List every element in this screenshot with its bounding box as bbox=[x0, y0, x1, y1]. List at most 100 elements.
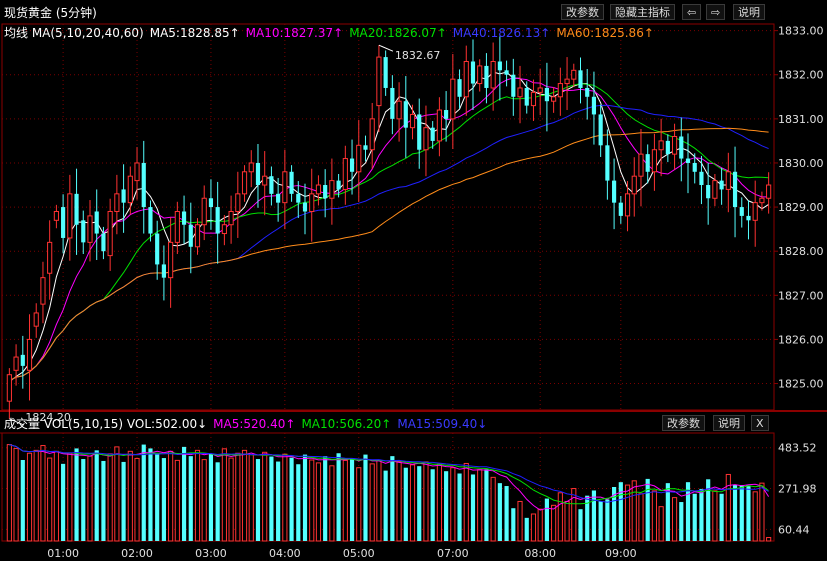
price-tick-label: 1826.00 bbox=[778, 333, 824, 346]
volume-bar-down bbox=[20, 460, 25, 541]
candle-down bbox=[269, 176, 274, 194]
volume-bar-down bbox=[215, 462, 220, 541]
price-tick-label: 1830.00 bbox=[778, 157, 824, 170]
candle-down bbox=[430, 127, 435, 141]
volume-bar-down bbox=[208, 453, 214, 541]
candle-down bbox=[591, 96, 597, 115]
price-tick-label: 1825.00 bbox=[778, 378, 824, 391]
volume-ma15-line bbox=[9, 444, 769, 503]
volume-bar-up bbox=[671, 497, 678, 542]
ma20-line bbox=[9, 83, 769, 382]
volume-bar-up bbox=[33, 449, 39, 542]
candle-up bbox=[67, 193, 73, 239]
volume-change-params-button[interactable]: 改参数 bbox=[662, 415, 705, 431]
candle-down bbox=[276, 193, 281, 203]
volume-bar-up bbox=[658, 506, 664, 542]
candle-up bbox=[564, 78, 570, 85]
vol-ma5-value: MA5:520.40↑ bbox=[213, 417, 296, 431]
volume-bar-up bbox=[477, 469, 483, 542]
candle-up bbox=[638, 153, 644, 177]
candle-down bbox=[679, 136, 684, 159]
arrow-right-icon[interactable]: ⇨ bbox=[706, 4, 726, 20]
candle-down bbox=[444, 110, 449, 119]
help-button[interactable]: 说明 bbox=[733, 4, 765, 20]
volume-bar-down bbox=[383, 470, 388, 541]
volume-bar-down bbox=[444, 471, 449, 541]
volume-bar-down bbox=[255, 459, 261, 541]
candle-up bbox=[174, 210, 180, 243]
candle-up bbox=[87, 215, 93, 243]
volume-bar-down bbox=[685, 482, 691, 541]
candles bbox=[6, 36, 772, 419]
volume-bar-down bbox=[665, 483, 670, 541]
volume-bar-up bbox=[423, 461, 429, 542]
volume-bar-up bbox=[309, 459, 315, 542]
volume-bar-up bbox=[87, 455, 93, 542]
candle-down bbox=[706, 185, 711, 199]
ma5-line bbox=[9, 71, 769, 383]
candle-up bbox=[47, 241, 53, 274]
candle-up bbox=[53, 210, 59, 221]
volume-bar-up bbox=[241, 449, 248, 542]
arrow-left-icon[interactable]: ⇦ bbox=[682, 4, 702, 20]
volume-bar-up bbox=[262, 451, 268, 542]
price-tick-label: 1827.00 bbox=[778, 289, 824, 302]
candle-down bbox=[612, 180, 617, 203]
candle-up bbox=[752, 202, 758, 221]
candle-down bbox=[605, 145, 610, 181]
candle-up bbox=[409, 113, 416, 129]
volume-bar-up bbox=[463, 462, 469, 542]
volume-bar-up bbox=[201, 459, 207, 542]
ma60-line bbox=[9, 127, 769, 382]
volume-bar-up bbox=[194, 449, 201, 542]
candle-down bbox=[390, 87, 395, 119]
volume-bar-up bbox=[235, 452, 241, 542]
volume-tick-label: 483.52 bbox=[778, 442, 817, 455]
candle-down bbox=[155, 233, 160, 265]
volume-bar-down bbox=[739, 485, 744, 541]
candle-down bbox=[141, 162, 146, 208]
candle-down bbox=[524, 87, 529, 106]
volume-bar-down bbox=[746, 485, 751, 541]
candle-down bbox=[215, 207, 220, 234]
volume-bar-down bbox=[81, 459, 86, 541]
title-bar: 现货黄金 (5分钟) 改参数 隐藏主指标 ⇦ ⇨ 说明 bbox=[0, 0, 827, 24]
candle-down bbox=[511, 74, 516, 97]
volume-bar-up bbox=[450, 467, 456, 542]
time-tick-label: 07:00 bbox=[437, 547, 469, 560]
volume-bar-down bbox=[161, 458, 166, 541]
volume-ma-lines bbox=[9, 444, 770, 511]
price-tick-label: 1831.00 bbox=[778, 113, 824, 126]
candle-down bbox=[208, 198, 214, 208]
volume-bar-down bbox=[141, 444, 146, 541]
candle-down bbox=[665, 140, 670, 155]
volume-bar-down bbox=[706, 479, 711, 541]
candle-up bbox=[194, 224, 201, 248]
volume-bar-down bbox=[484, 469, 489, 541]
volume-bar-down bbox=[289, 457, 294, 541]
volume-bar-down bbox=[417, 466, 422, 541]
candle-down bbox=[457, 79, 462, 97]
volume-indicator-name: 成交量 VOL(5,10,15) VOL:502.00↓ bbox=[4, 417, 208, 431]
volume-bar-down bbox=[121, 461, 126, 541]
candle-down bbox=[383, 57, 388, 88]
change-params-button[interactable]: 改参数 bbox=[561, 4, 604, 20]
volume-bar-down bbox=[336, 453, 341, 541]
volume-bar-up bbox=[530, 513, 537, 542]
candle-up bbox=[221, 224, 227, 235]
time-tick-label: 03:00 bbox=[195, 547, 227, 560]
ma10-value: MA10:1827.37↑ bbox=[245, 26, 344, 40]
volume-bar-up bbox=[13, 447, 19, 542]
candle-up bbox=[725, 171, 731, 190]
close-icon[interactable]: X bbox=[751, 415, 769, 431]
volume-bar-down bbox=[511, 508, 516, 541]
candle-up bbox=[315, 184, 322, 195]
volume-help-button[interactable]: 说明 bbox=[713, 415, 745, 431]
volume-bar-up bbox=[564, 500, 570, 542]
candle-up bbox=[13, 356, 19, 371]
candle-down bbox=[544, 87, 549, 102]
hide-main-indicator-button[interactable]: 隐藏主指标 bbox=[610, 4, 675, 20]
volume-bar-up bbox=[712, 490, 718, 542]
volume-bar-up bbox=[329, 465, 335, 542]
